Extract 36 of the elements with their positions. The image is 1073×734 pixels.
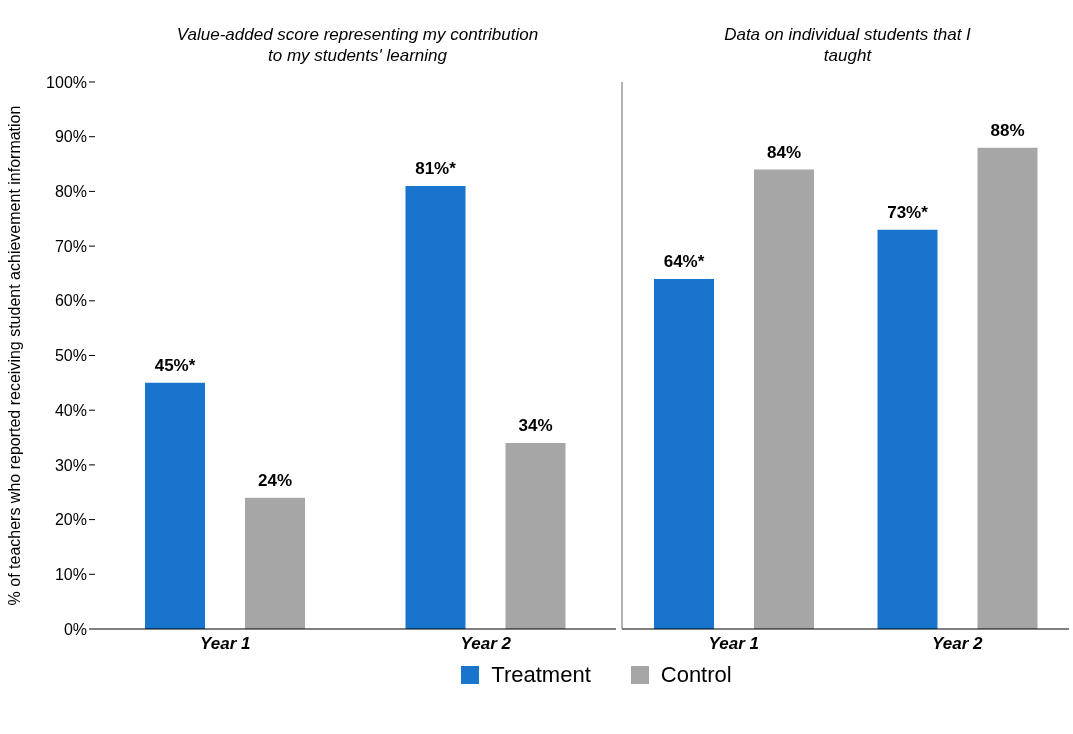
legend-label: Treatment xyxy=(491,662,591,688)
y-tick-label: 20% xyxy=(54,511,87,529)
chart-title: Data on individual students that I taught xyxy=(723,24,972,67)
y-tick-label: 80% xyxy=(54,183,87,201)
y-tick-label: 60% xyxy=(54,292,87,310)
bar xyxy=(145,382,205,629)
data-label: 88% xyxy=(990,120,1025,140)
data-label: 34% xyxy=(518,416,553,436)
y-tick-label: 10% xyxy=(54,565,87,583)
bar xyxy=(405,185,466,629)
data-label: 45%* xyxy=(154,355,196,375)
bar xyxy=(654,278,714,629)
chart-title: Value-added score representing my contribution to my students' learning xyxy=(175,24,540,67)
bar xyxy=(754,169,814,629)
y-tick-label: 40% xyxy=(54,401,87,419)
y-axis-title: % of teachers who reported receiving student achievement information xyxy=(6,105,24,606)
y-tick-label: 70% xyxy=(54,237,87,255)
data-label: 73%* xyxy=(887,202,929,222)
x-tick-label: Year 2 xyxy=(460,634,512,654)
data-label: 24% xyxy=(257,470,293,490)
bar xyxy=(877,229,938,629)
bar xyxy=(977,147,1038,629)
x-tick-label: Year 1 xyxy=(708,634,759,654)
data-label: 81%* xyxy=(415,158,457,178)
y-tick-label: 30% xyxy=(54,456,87,474)
bar xyxy=(505,443,566,629)
x-tick-label: Year 2 xyxy=(932,634,983,654)
y-tick-label: 100% xyxy=(46,73,87,91)
legend-label: Control xyxy=(660,662,732,688)
data-label: 84% xyxy=(766,142,802,162)
y-tick-label: 0% xyxy=(63,620,87,638)
data-label: 64%* xyxy=(663,251,705,271)
bar xyxy=(245,497,305,629)
y-tick-label: 90% xyxy=(54,128,87,146)
y-tick-label: 50% xyxy=(54,347,87,365)
x-tick-label: Year 1 xyxy=(200,634,251,654)
